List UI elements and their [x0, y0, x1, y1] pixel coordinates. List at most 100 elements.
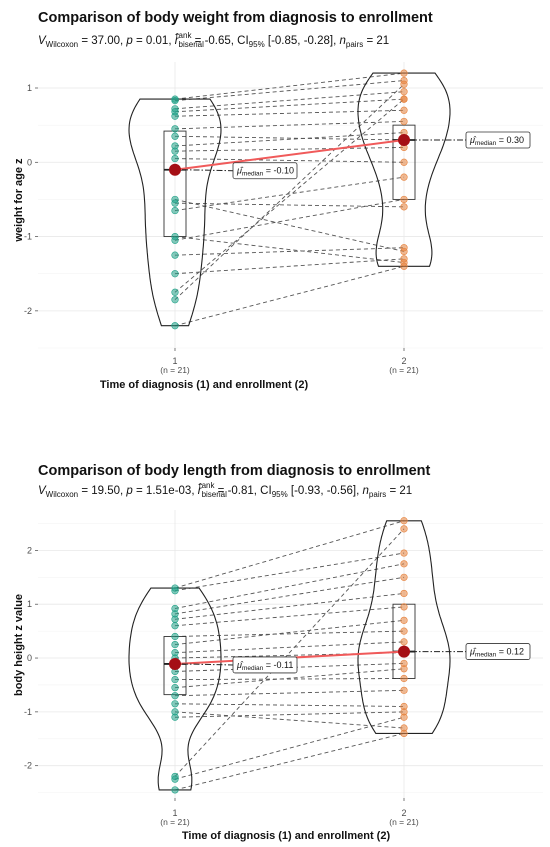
violin-group-2: [357, 72, 451, 267]
pair-line: [174, 711, 405, 729]
data-point-group-1: [171, 684, 179, 692]
median-label: μ̂median = -0.10: [232, 162, 298, 180]
data-point-group-1: [171, 587, 179, 595]
pair-line: [174, 120, 405, 130]
y-tick-label: 1: [27, 599, 32, 609]
data-point-group-1: [171, 236, 179, 244]
x-tick-label: 1: [172, 356, 177, 366]
data-point-group-1: [171, 288, 179, 296]
median-connector: [174, 139, 405, 171]
length-panel: Comparison of body length from diagnosis…: [13, 463, 543, 842]
median-label-text: μ̂median = -0.11: [236, 660, 293, 672]
median-label-box: [465, 643, 531, 660]
data-point-group-2: [400, 589, 408, 598]
data-point-group-2: [400, 106, 408, 114]
y-tick-label: -2: [24, 761, 32, 771]
pair-line: [174, 678, 405, 681]
data-point-group-2: [400, 195, 408, 204]
median-point: [169, 657, 181, 670]
pair-line: [174, 703, 405, 707]
data-point-group-1: [171, 322, 179, 330]
data-point-group-2: [400, 713, 408, 721]
pair-line: [174, 641, 405, 654]
data-point-group-2: [400, 517, 408, 525]
data-point-group-1: [171, 125, 179, 133]
x-tick-label: 1: [172, 808, 177, 818]
stat-subtitle: VWilcoxon = 37.00, p = 0.01, r̂biserialr…: [38, 31, 389, 49]
weight-panel: Comparison of body weight from diagnosis…: [13, 10, 543, 391]
pair-line: [174, 247, 405, 256]
data-point-group-2: [400, 69, 408, 77]
pair-line: [174, 552, 405, 592]
violin-group-2: [357, 520, 451, 734]
data-point-group-2: [400, 88, 408, 96]
data-point-group-2: [400, 627, 408, 635]
data-point-group-1: [171, 112, 179, 120]
y-axis-title: body height z value: [13, 594, 25, 696]
median-leader: [181, 663, 234, 666]
pair-line: [174, 98, 405, 113]
data-point-group-2: [400, 549, 408, 557]
data-point-group-2: [400, 173, 408, 181]
data-point-group-2: [400, 616, 408, 624]
data-point-group-1: [171, 97, 179, 105]
chart-title: Comparison of body weight from diagnosis…: [38, 10, 433, 26]
data-point-group-1: [171, 251, 179, 259]
pair-line: [174, 135, 405, 141]
data-point-group-2: [400, 244, 408, 252]
median-point: [398, 645, 410, 658]
data-point-group-2: [400, 560, 408, 568]
pair-line: [174, 668, 405, 689]
data-point-group-2: [400, 674, 408, 683]
pair-line: [174, 520, 405, 589]
data-point-group-1: [171, 622, 179, 630]
data-point-group-2: [400, 117, 408, 126]
data-point-group-2: [400, 203, 408, 211]
pair-line: [174, 711, 405, 718]
x-tick-n-label: (n = 21): [160, 817, 190, 827]
x-tick-n-label: (n = 21): [389, 817, 419, 827]
data-point-group-2: [400, 573, 408, 581]
data-point-group-2: [400, 638, 408, 646]
pair-line: [174, 576, 405, 615]
violin-group-1: [128, 587, 222, 791]
chart-title: Comparison of body length from diagnosis…: [38, 463, 430, 479]
pair-line: [174, 83, 405, 301]
x-axis-title: Time of diagnosis (1) and enrollment (2): [100, 379, 309, 391]
data-point-group-1: [171, 700, 179, 708]
y-tick-label: 0: [27, 157, 32, 167]
pair-line: [174, 619, 405, 646]
data-point-group-2: [400, 729, 408, 738]
y-tick-label: 2: [27, 545, 32, 555]
data-point-group-1: [171, 692, 179, 700]
data-point-group-1: [171, 296, 179, 304]
pair-line: [174, 592, 405, 620]
y-tick-label: -1: [24, 707, 32, 717]
median-label-box: [232, 656, 298, 674]
pair-line: [174, 98, 405, 293]
median-point: [398, 134, 410, 146]
data-point-group-1: [171, 775, 179, 783]
median-label-box: [465, 131, 531, 149]
median-label-text: μ̂median = 0.30: [469, 135, 524, 147]
median-label-text: μ̂median = 0.12: [469, 647, 524, 659]
data-point-group-1: [171, 615, 179, 623]
data-point-group-1: [171, 154, 179, 163]
pair-line: [174, 563, 405, 609]
pair-line: [174, 689, 405, 697]
y-tick-label: -1: [24, 232, 32, 242]
pair-line: [174, 146, 405, 152]
y-tick-label: -2: [24, 306, 32, 316]
x-axis-title: Time of diagnosis (1) and enrollment (2): [182, 830, 391, 842]
pair-line: [174, 80, 405, 102]
pair-line: [174, 630, 405, 637]
data-point-group-1: [171, 675, 179, 684]
pair-line: [174, 265, 405, 327]
data-point-group-1: [171, 270, 179, 278]
pair-line: [174, 91, 405, 110]
data-point-group-1: [171, 632, 179, 641]
data-point-group-1: [171, 199, 179, 207]
x-tick-label: 2: [401, 356, 406, 366]
median-label-text: μ̂median = -0.10: [236, 166, 294, 178]
